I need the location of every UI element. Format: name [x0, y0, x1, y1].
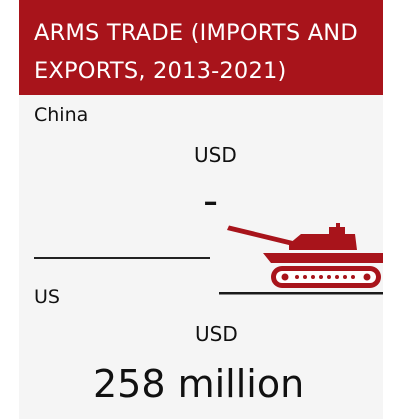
tank-icon [219, 223, 383, 295]
us-currency: USD [195, 322, 238, 346]
card-header: ARMS TRADE (IMPORTS AND EXPORTS, 2013-20… [19, 0, 383, 95]
china-currency: USD [194, 143, 237, 167]
china-label: China [34, 104, 89, 126]
china-value: - [203, 176, 219, 225]
arms-trade-card: ARMS TRADE (IMPORTS AND EXPORTS, 2013-20… [19, 0, 383, 419]
divider [34, 257, 210, 259]
us-label: US [34, 286, 60, 308]
us-value: 258 million [93, 362, 305, 406]
card-title: ARMS TRADE (IMPORTS AND EXPORTS, 2013-20… [34, 20, 358, 84]
